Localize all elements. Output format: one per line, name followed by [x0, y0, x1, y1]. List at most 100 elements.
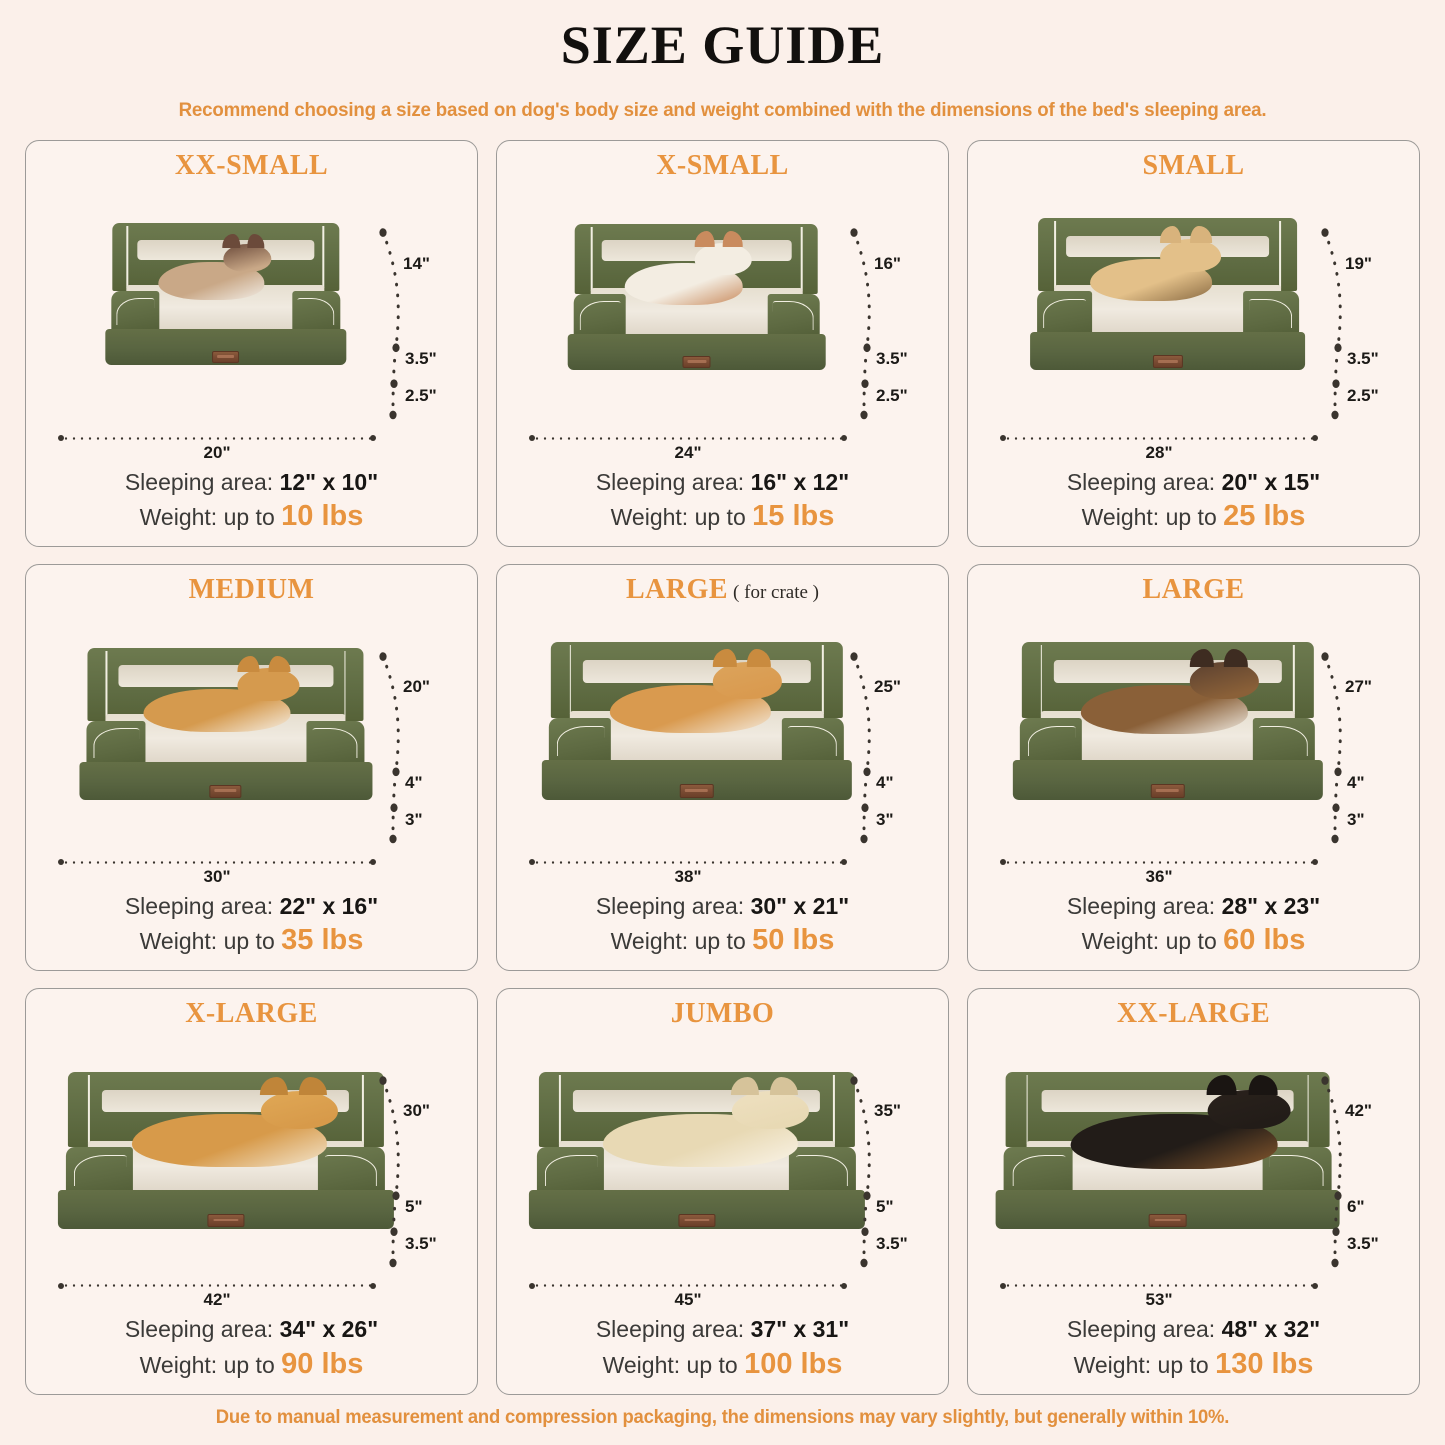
weight-line: Weight: up to 25 lbs	[978, 497, 1409, 535]
bed-piping-right	[324, 1155, 378, 1186]
dog-bed-graphic	[528, 1065, 865, 1230]
bed-arm-left	[1036, 291, 1092, 339]
bed-piping-left	[1012, 1155, 1066, 1186]
dim-depth-label: 42"	[1345, 1101, 1372, 1121]
bed-illustration: 19" 3.5" 2.5" 28"	[978, 183, 1409, 466]
bed-piping-left	[545, 1155, 598, 1186]
pet-ear-right	[267, 655, 291, 673]
size-card[interactable]: JUMBO	[496, 988, 949, 1395]
bed-illustration: 42" 6" 3.5" 53"	[978, 1031, 1409, 1314]
bed-piping-right	[772, 301, 814, 330]
dim-width-label: 28"	[1145, 442, 1173, 462]
weight-label: Weight: up to	[602, 1351, 738, 1378]
pet-head	[1160, 238, 1221, 272]
size-card[interactable]: XX-LARGE	[967, 988, 1420, 1395]
dog-bed-graphic	[567, 217, 826, 371]
bed-arm-left	[1003, 1147, 1073, 1197]
size-name: XX-LARGE	[1116, 998, 1271, 1030]
dim-width-line	[528, 435, 848, 442]
vertical-dimensions: 20" 4" 3"	[373, 647, 465, 851]
pet-ear-right	[1223, 648, 1249, 667]
bed-arm-right	[1262, 1147, 1332, 1197]
size-card-grid: XX-SMALL	[0, 122, 1445, 1401]
footer-note: Due to manual measurement and compressio…	[215, 1407, 1230, 1428]
size-card-specs: Sleeping area: 48" x 32" Weight: up to 1…	[978, 1314, 1409, 1385]
dim-base-label: 2.5"	[876, 386, 908, 406]
bed-arm-left	[86, 720, 146, 769]
size-name: X-SMALL	[656, 150, 789, 182]
size-card[interactable]: X-SMALL	[496, 140, 949, 548]
horizontal-dimension: 24"	[507, 433, 938, 467]
dim-bolster-label: 3.5"	[405, 349, 437, 369]
pet-ear-left	[259, 1076, 288, 1096]
bed-piping-right-corner	[822, 645, 824, 715]
dim-width-label: 38"	[674, 866, 702, 886]
bed-piping-left	[556, 725, 606, 757]
dim-depth-label: 19"	[1345, 253, 1372, 273]
weight-label: Weight: up to	[610, 503, 746, 530]
dim-base-label: 2.5"	[405, 386, 437, 406]
bed-piping-left-corner	[558, 1074, 561, 1144]
bed-piping-left	[93, 728, 140, 758]
sleeping-area-line: Sleeping area: 37" x 31"	[507, 1314, 938, 1344]
bed-piping-left-corner	[569, 645, 572, 715]
size-card-specs: Sleeping area: 30" x 21" Weight: up to 5…	[507, 891, 938, 962]
sleeping-area-line: Sleeping area: 34" x 26"	[36, 1314, 467, 1344]
size-card[interactable]: LARGE( for crate )	[496, 564, 949, 972]
size-card[interactable]: LARGE	[967, 564, 1420, 972]
horizontal-dimension: 28"	[978, 433, 1409, 467]
sleeping-area-value: 34" x 26"	[279, 1316, 379, 1343]
bed-arm-left	[110, 291, 160, 336]
weight-line: Weight: up to 10 lbs	[36, 497, 467, 535]
brand-leather-tag-icon	[679, 784, 714, 798]
weight-value: 15 lbs	[752, 499, 835, 532]
sleeping-area-value: 20" x 15"	[1221, 468, 1321, 495]
horizontal-dimension: 20"	[36, 433, 467, 467]
pet-ear-right	[722, 231, 744, 248]
bed-piping-right-corner	[344, 650, 346, 718]
size-card[interactable]: XX-SMALL	[25, 140, 478, 548]
dim-bolster-label: 5"	[876, 1197, 894, 1217]
weight-value: 90 lbs	[281, 1347, 364, 1380]
bed-arm-right	[767, 293, 820, 340]
sleeping-area-line: Sleeping area: 16" x 12"	[507, 467, 938, 497]
weight-value: 60 lbs	[1223, 923, 1306, 956]
dim-base-label: 2.5"	[1347, 386, 1379, 406]
bed-base-slab	[1029, 332, 1306, 371]
bed-illustration: 27" 4" 3" 36"	[978, 607, 1409, 890]
weight-line: Weight: up to 90 lbs	[36, 1345, 467, 1383]
bed-piping-right-corner	[1307, 1074, 1310, 1144]
weight-value: 100 lbs	[744, 1347, 843, 1380]
bed-piping-right	[1249, 298, 1293, 329]
weight-label: Weight: up to	[139, 1351, 275, 1378]
dim-depth-label: 35"	[874, 1101, 901, 1121]
bed-piping-right-corner	[361, 1074, 364, 1144]
bed-piping-left-corner	[1026, 1074, 1029, 1144]
bed-piping-right-corner	[322, 226, 325, 289]
size-subtitle: ( for crate )	[733, 582, 820, 604]
sleeping-area-label: Sleeping area:	[1066, 1316, 1216, 1343]
dog-bed-graphic	[995, 1065, 1341, 1230]
bed-piping-right	[312, 728, 358, 758]
size-card-specs: Sleeping area: 20" x 15" Weight: up to 2…	[978, 467, 1409, 538]
sleeping-area-label: Sleeping area:	[124, 892, 274, 919]
dim-width-line	[57, 435, 377, 442]
horizontal-dimension: 45"	[507, 1280, 938, 1314]
size-card[interactable]: SMALL	[967, 140, 1420, 548]
pet-ear-right	[746, 648, 772, 667]
pet-head	[260, 1090, 339, 1129]
dim-width-label: 24"	[674, 442, 702, 462]
pet-ear-right	[1248, 1074, 1278, 1095]
brand-leather-tag-icon	[209, 784, 242, 798]
horizontal-dimension: 53"	[978, 1280, 1409, 1314]
pet-head	[713, 662, 782, 699]
dim-depth-label: 25"	[874, 677, 901, 697]
dim-bolster-label: 4"	[876, 773, 894, 793]
size-card[interactable]: MEDIUM	[25, 564, 478, 972]
bed-illustration: 16" 3.5" 2.5" 24"	[507, 183, 938, 466]
sleeping-area-label: Sleeping area:	[595, 1316, 745, 1343]
size-card[interactable]: X-LARGE	[25, 988, 478, 1395]
size-card-specs: Sleeping area: 12" x 10" Weight: up to 1…	[36, 467, 467, 538]
size-card-title: LARGE( for crate )	[626, 572, 819, 607]
